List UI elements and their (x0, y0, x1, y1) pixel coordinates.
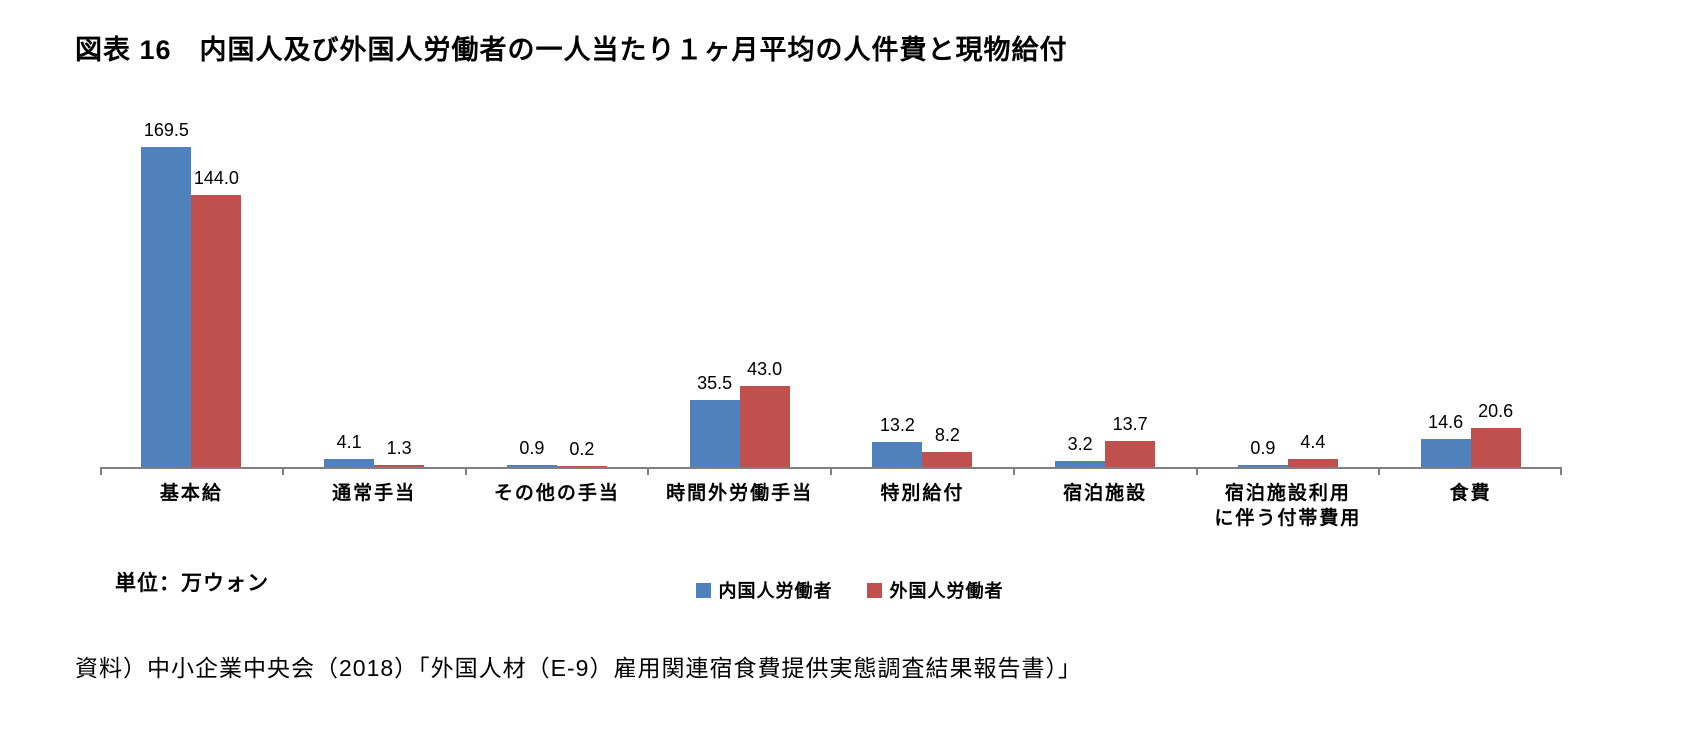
bar-slot-domestic: 4.1 (324, 127, 375, 467)
bar-domestic (324, 459, 375, 467)
bar-slot-foreign: 4.4 (1287, 127, 1338, 467)
axis-tick (1012, 469, 1015, 475)
bar-domestic (689, 399, 740, 467)
category-axis: 基本給 通常手当 その他の手当 時間外労働手当 特別給付 宿泊施設 宿泊施設利用 に伴う付帯… (100, 482, 1562, 531)
bar-foreign (739, 385, 790, 467)
value-label: 169.5 (143, 119, 189, 140)
bar-slot-domestic: 13.2 (872, 127, 923, 467)
category-label: 食費 (1449, 483, 1492, 504)
plot-area: 169.5 144.0 4.1 1.3 0.9 0.2 35.5 43.0 13.2 8.2 3.2… (100, 101, 1562, 469)
legend-item-domestic: 内国人労働者 (695, 577, 833, 603)
bar-group: 35.5 43.0 (648, 127, 831, 467)
bar-slot-foreign: 43.0 (739, 127, 790, 467)
axis-ticks (100, 469, 1562, 476)
axis-tick (1195, 469, 1198, 475)
bar-foreign (191, 195, 242, 467)
category-label: 特別給付 (880, 483, 965, 504)
axis-tick (1378, 469, 1381, 475)
bar-slot-domestic: 3.2 (1055, 127, 1106, 467)
axis-tick (830, 469, 832, 475)
meta-row: 単位：万ウォン 内国人労働者 外国人労働者 (75, 572, 1624, 605)
bar-group: 0.9 0.2 (466, 127, 649, 467)
bar-slot-domestic: 0.9 (1237, 127, 1288, 467)
category-label: 宿泊施設 (1063, 483, 1148, 504)
value-label: 3.2 (1067, 433, 1093, 454)
category-label: 時間外労働手当 (666, 483, 814, 504)
bar-domestic (872, 442, 923, 467)
source-note: 資料）中小企業中央会（2018）「外国人材（E-9）雇用関連宿食費提供実態調査結… (75, 655, 1082, 682)
bar-slot-domestic: 14.6 (1420, 127, 1471, 467)
bar-group: 0.9 4.4 (1197, 127, 1380, 467)
bar-domestic (1237, 465, 1288, 467)
value-label: 13.7 (1112, 414, 1148, 435)
legend-item-foreign: 外国人労働者 (866, 577, 1004, 603)
value-label: 14.6 (1428, 412, 1464, 433)
bar-group: 13.2 8.2 (831, 127, 1014, 467)
value-label: 35.5 (697, 372, 733, 393)
category-label: その他の手当 (493, 483, 620, 504)
bar-group: 14.6 20.6 (1379, 127, 1562, 467)
figure-page: 図表 16 内国人及び外国人労働者の一人当たり１ヶ月平均の人件費と現物給付 16… (75, 35, 1624, 682)
bar-slot-foreign: 13.7 (1105, 127, 1156, 467)
axis-tick (281, 469, 284, 475)
bar-foreign (922, 451, 973, 467)
axis-tick (100, 469, 102, 475)
value-label: 144.0 (193, 168, 239, 188)
value-label: 43.0 (747, 358, 783, 379)
bar-foreign (1287, 458, 1338, 467)
bar-slot-domestic: 169.5 (141, 120, 192, 467)
value-label: 4.4 (1300, 431, 1326, 452)
bar-group: 4.1 1.3 (283, 127, 466, 467)
unit-label: 単位：万ウォン (115, 572, 269, 596)
bar-slot-domestic: 35.5 (689, 127, 740, 467)
value-label: 0.9 (519, 438, 545, 459)
category-label: 基本給 (159, 483, 223, 504)
bar-slot-domestic: 0.9 (506, 127, 557, 467)
value-label: 4.1 (336, 432, 362, 453)
bar-domestic (1420, 439, 1471, 467)
bar-slot-foreign: 0.2 (556, 127, 607, 467)
category-label: 通常手当 (332, 483, 417, 504)
bar-group: 169.5 144.0 (100, 120, 283, 467)
value-label: 13.2 (879, 415, 915, 436)
axis-tick (647, 469, 650, 475)
value-label: 1.3 (386, 437, 412, 458)
axis-tick (1560, 469, 1562, 475)
bar-slot-foreign: 1.3 (374, 127, 425, 467)
bar-foreign (556, 466, 607, 467)
value-label: 0.9 (1250, 438, 1276, 459)
value-label: 0.2 (569, 439, 595, 459)
legend-label-foreign: 外国人労働者 (889, 581, 1004, 602)
bar-foreign (1105, 441, 1156, 467)
bar-slot-foreign: 144.0 (191, 127, 242, 467)
bar-domestic (506, 465, 557, 467)
bar-foreign (1470, 428, 1521, 467)
value-label: 8.2 (934, 424, 960, 445)
legend-swatch-domestic (695, 582, 711, 598)
bar-slot-foreign: 20.6 (1470, 127, 1521, 467)
bar-foreign (374, 464, 425, 467)
axis-tick (464, 469, 467, 475)
legend-label-domestic: 内国人労働者 (718, 581, 833, 602)
bar-slot-foreign: 8.2 (922, 127, 973, 467)
category-label: 宿泊施設利用 に伴う付帯費用 (1214, 483, 1362, 529)
legend: 内国人労働者 外国人労働者 (75, 575, 1624, 605)
bar-group: 3.2 13.7 (1014, 127, 1197, 467)
legend-swatch-foreign (866, 582, 882, 598)
bar-domestic (141, 146, 192, 467)
value-label: 20.6 (1478, 401, 1514, 422)
bar-domestic (1055, 460, 1106, 467)
bar-chart: 169.5 144.0 4.1 1.3 0.9 0.2 35.5 43.0 13.2 8.2 3.2… (100, 101, 1562, 531)
chart-title: 図表 16 内国人及び外国人労働者の一人当たり１ヶ月平均の人件費と現物給付 (75, 35, 1068, 65)
